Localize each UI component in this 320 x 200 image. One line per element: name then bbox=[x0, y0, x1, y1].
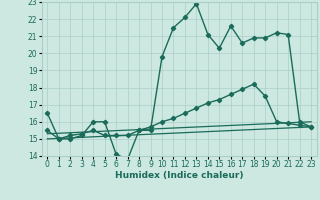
X-axis label: Humidex (Indice chaleur): Humidex (Indice chaleur) bbox=[115, 171, 244, 180]
